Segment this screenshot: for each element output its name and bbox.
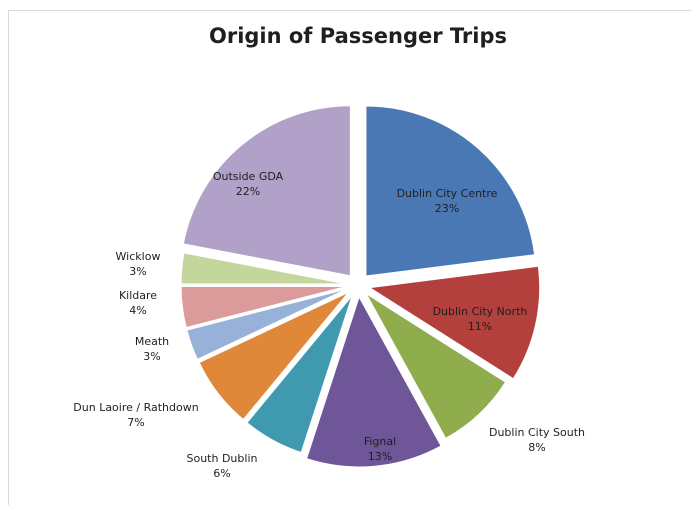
slice-label-outside-gda: Outside GDA — [213, 170, 284, 183]
slice-value-dublin-city-centre: 23% — [435, 202, 459, 215]
pie-slice-wicklow — [180, 252, 347, 285]
pie-slice-south-dublin — [246, 295, 353, 454]
slice-label-south-dublin: South Dublin — [187, 452, 258, 465]
pie-slice-dun-laoire-rathdown — [198, 291, 349, 421]
slice-value-dublin-city-south: 8% — [528, 441, 545, 454]
chart-title: Origin of Passenger Trips — [209, 24, 507, 48]
slice-label-dun-laoire-rathdown: Dun Laoire / Rathdown — [73, 401, 198, 414]
slice-value-dublin-city-north: 11% — [468, 320, 492, 333]
pie-slice-kildare — [180, 286, 347, 329]
slice-label-dublin-city-centre: Dublin City Centre — [397, 187, 498, 200]
pie-slice-dublin-city-north — [368, 265, 541, 380]
slice-label-dublin-city-north: Dublin City North — [433, 305, 528, 318]
slice-value-south-dublin: 6% — [213, 467, 230, 480]
pie-slice-outside-gda — [182, 105, 351, 277]
pie-slice-dublin-city-south — [365, 293, 507, 440]
pie-slices — [180, 105, 541, 468]
slice-label-dublin-city-south: Dublin City South — [489, 426, 585, 439]
slice-label-kildare: Kildare — [119, 289, 157, 302]
slice-value-kildare: 4% — [129, 304, 146, 317]
slice-value-dun-laoire-rathdown: 7% — [127, 416, 144, 429]
pie-slice-meath — [186, 288, 347, 360]
slice-value-meath: 3% — [143, 350, 160, 363]
slice-value-wicklow: 3% — [129, 265, 146, 278]
slice-label-meath: Meath — [135, 335, 169, 348]
pie-labels: Dublin City Centre 23% Dublin City North 11… — [73, 170, 585, 480]
slice-label-fignal: Fignal — [364, 435, 396, 448]
slice-value-fignal: 13% — [368, 450, 392, 463]
pie-slice-dublin-city-centre — [365, 105, 536, 277]
slice-label-wicklow: Wicklow — [116, 250, 161, 263]
slice-value-outside-gda: 22% — [236, 185, 260, 198]
chart-frame — [8, 10, 691, 505]
pie-slice-fignal — [305, 295, 442, 468]
